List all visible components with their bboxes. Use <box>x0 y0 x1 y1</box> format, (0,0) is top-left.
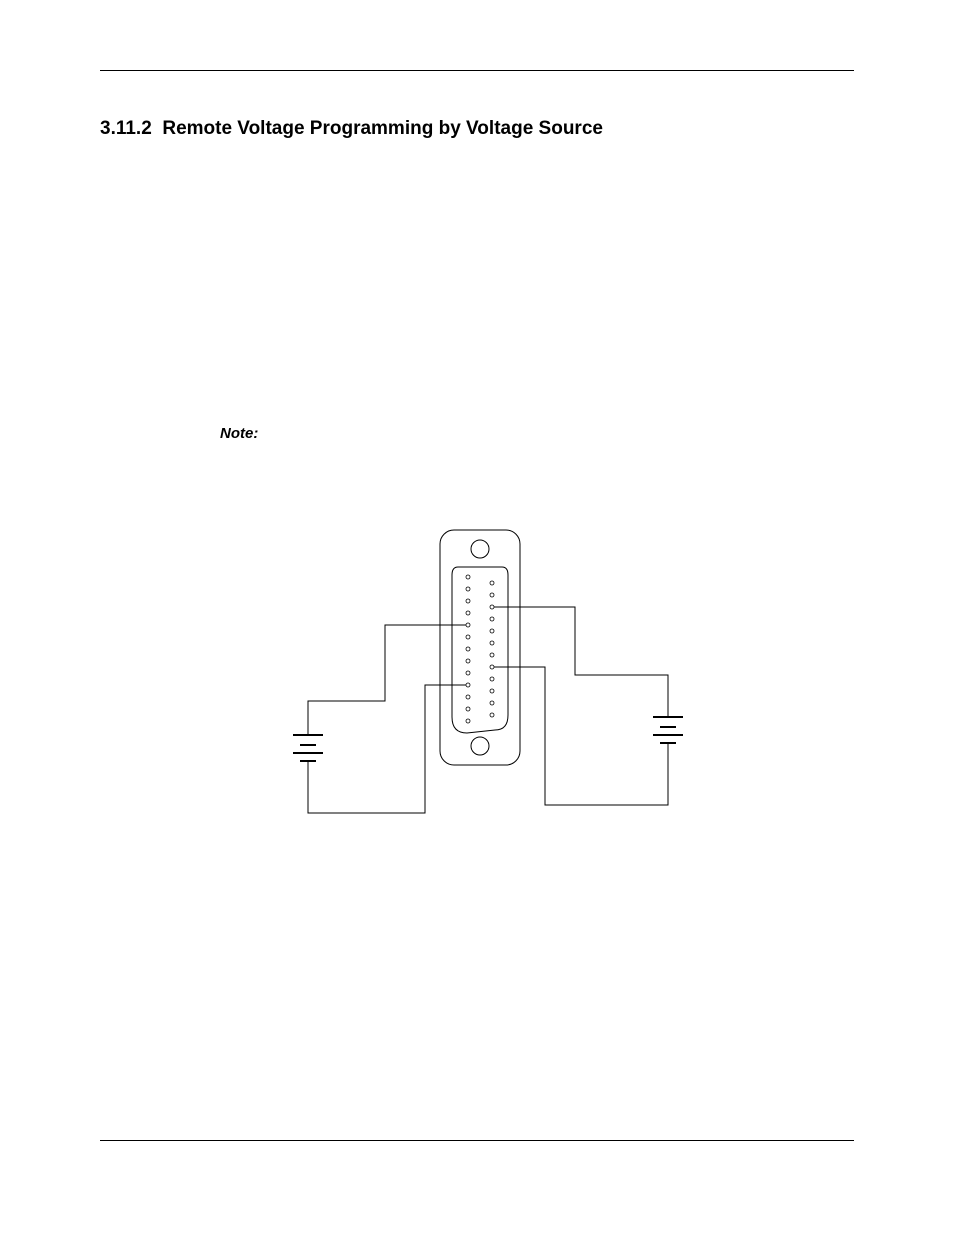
battery-left <box>293 735 323 761</box>
section-number: 3.11.2 <box>100 118 152 139</box>
wiring-diagram <box>245 525 715 825</box>
section-heading: 3.11.2 Remote Voltage Programming by Vol… <box>100 118 603 140</box>
header-divider <box>100 70 854 71</box>
battery-right <box>653 717 683 743</box>
page: 3.11.2 Remote Voltage Programming by Vol… <box>0 0 954 1235</box>
connector-shell <box>440 530 520 765</box>
wiring-svg <box>245 525 715 825</box>
footer-divider <box>100 1140 854 1141</box>
section-title-text: Remote Voltage Programming by Voltage So… <box>162 118 603 139</box>
note-label: Note: <box>220 425 258 442</box>
